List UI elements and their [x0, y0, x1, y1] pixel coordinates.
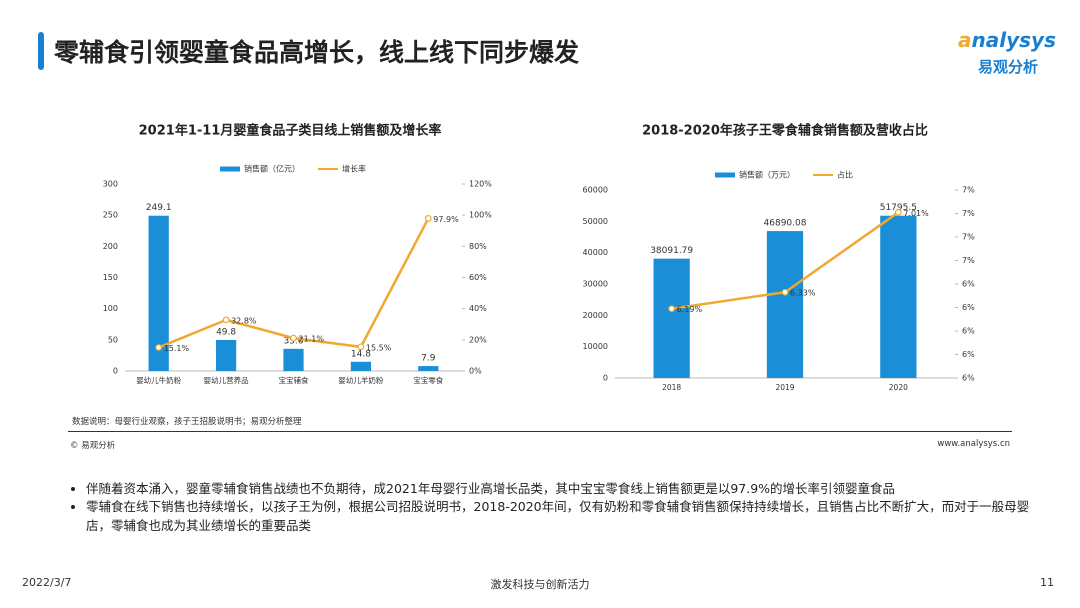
footer-slogan: 激发科技与创新活力 — [490, 578, 590, 591]
y2-tick-label: 6% — [962, 350, 975, 359]
logo-text: nalysys — [971, 28, 1056, 52]
line — [158, 217, 430, 349]
line-value-label: 6.19% — [677, 305, 703, 314]
charts: 2021年1-11月婴童食品子类目线上销售额及增长率 0 50 100 150 200 25… — [103, 123, 975, 393]
separator — [68, 431, 1012, 432]
bar — [653, 258, 690, 378]
chart-title: 2021年1-11月婴童食品子类目线上销售额及增长率 — [139, 123, 442, 139]
y-tick-label: 40000 — [583, 248, 608, 257]
logo-sub: 易观分析 — [978, 58, 1039, 76]
legend-label: 销售额（亿元） — [244, 164, 300, 174]
bar — [148, 215, 169, 371]
line-point — [424, 215, 432, 222]
chart-title: 2018-2020年孩子王零食辅食销售额及营收占比 — [642, 123, 928, 139]
legend-label: 增长率 — [342, 164, 366, 174]
bar — [418, 366, 439, 371]
y-tick-label: 0 — [113, 367, 118, 376]
bar-value-label: 49.8 — [216, 327, 236, 337]
x-tick-label: 婴幼儿牛奶粉 — [136, 375, 181, 385]
legend-swatch — [220, 166, 240, 172]
line-point — [155, 344, 163, 351]
y-tick-label: 60000 — [583, 186, 608, 195]
x-tick-label: 2020 — [889, 383, 908, 392]
bullet: 伴随着资本涌入，婴童零辅食销售战绩也不负期待，成2021年母婴行业高增长品类，其… — [86, 480, 1036, 499]
bar — [283, 348, 304, 371]
legend-label: 占比 — [837, 170, 853, 180]
y2-tick-label: 7% — [962, 256, 975, 265]
y-tick-label: 200 — [103, 242, 118, 251]
y-tick-label: 300 — [103, 180, 118, 189]
y2-tick-label: 40% — [469, 304, 487, 313]
y-tick-label: 10000 — [583, 342, 608, 351]
y-tick-label: 0 — [603, 374, 608, 383]
y2-tick-label: 0% — [469, 367, 482, 376]
y2-tick-label: 7% — [962, 209, 975, 218]
bar-value-label: 46890.08 — [764, 219, 807, 229]
line-point — [222, 316, 230, 324]
x-tick-label: 宝宝辅食 — [279, 375, 309, 385]
line-value-label: 7.01% — [903, 209, 929, 218]
line-value-label: 6.33% — [790, 289, 816, 298]
line-value-label: 15.5% — [366, 343, 392, 352]
line-point — [290, 334, 297, 342]
bar — [880, 215, 917, 378]
website: www.analysys.cn — [937, 439, 1010, 449]
y2-tick-label: 20% — [469, 335, 487, 344]
y2-tick-label: 80% — [469, 242, 487, 251]
y-tick-label: 100 — [103, 304, 118, 313]
y2-tick-label: 7% — [962, 233, 975, 242]
x-tick-label: 婴幼儿营养品 — [204, 375, 249, 385]
x-tick-label: 宝宝零食 — [413, 375, 443, 385]
bar-value-label: 7.9 — [421, 354, 436, 364]
line-point — [357, 343, 365, 351]
legend-swatch — [715, 172, 735, 178]
y-tick-label: 150 — [103, 273, 118, 282]
copyright: © 易观分析 — [70, 441, 116, 451]
y2-tick-label: 100% — [469, 211, 492, 220]
y2-tick-label: 6% — [962, 374, 975, 383]
line-value-label: 32.8% — [231, 316, 257, 325]
y-tick-label: 20000 — [583, 311, 608, 320]
y-tick-label: 50 — [108, 335, 118, 344]
y-tick-label: 50000 — [583, 217, 608, 226]
bar-value-label: 249.1 — [146, 203, 172, 213]
bar — [350, 361, 372, 371]
y-tick-label: 250 — [103, 211, 118, 220]
legend-label: 销售额（万元） — [739, 170, 795, 180]
y2-tick-label: 6% — [962, 303, 975, 312]
y2-tick-label: 7% — [962, 186, 975, 195]
bar — [215, 339, 237, 371]
bullet-list: 伴随着资本涌入，婴童零辅食销售战绩也不负期待，成2021年母婴行业高增长品类，其… — [72, 480, 1036, 536]
x-tick-label: 婴幼儿羊奶粉 — [338, 375, 383, 385]
y2-tick-label: 120% — [469, 180, 492, 189]
page-number: 11 — [1040, 576, 1054, 589]
line-value-label: 97.9% — [433, 215, 459, 224]
page-title: 零辅食引领婴童食品高增长，线上线下同步爆发 — [54, 38, 580, 67]
footer-date: 2022/3/7 — [22, 576, 72, 589]
bullet: 零辅食在线下销售也持续增长，以孩子王为例，根据公司招股说明书，2018-2020… — [86, 498, 1036, 535]
line-value-label: 21.1% — [299, 335, 325, 344]
line-point — [668, 305, 676, 313]
y2-tick-label: 6% — [962, 327, 975, 336]
source-note: 数据说明：母婴行业观察，孩子王招股说明书；易观分析整理 — [72, 417, 302, 427]
y2-tick-label: 60% — [469, 273, 487, 282]
bar — [766, 231, 804, 378]
y2-tick-label: 6% — [962, 280, 975, 289]
x-tick-label: 2019 — [775, 383, 794, 392]
bar-value-label: 14.8 — [351, 349, 371, 359]
bar-value-label: 51795.5 — [880, 203, 917, 213]
line-point — [894, 208, 902, 216]
y-tick-label: 30000 — [583, 280, 608, 289]
logo: analysys — [958, 28, 1056, 52]
line-value-label: 15.1% — [164, 344, 190, 353]
line-point — [781, 288, 789, 296]
title-accent — [38, 32, 44, 70]
x-tick-label: 2018 — [662, 383, 681, 392]
bar-value-label: 38091.79 — [650, 246, 693, 256]
